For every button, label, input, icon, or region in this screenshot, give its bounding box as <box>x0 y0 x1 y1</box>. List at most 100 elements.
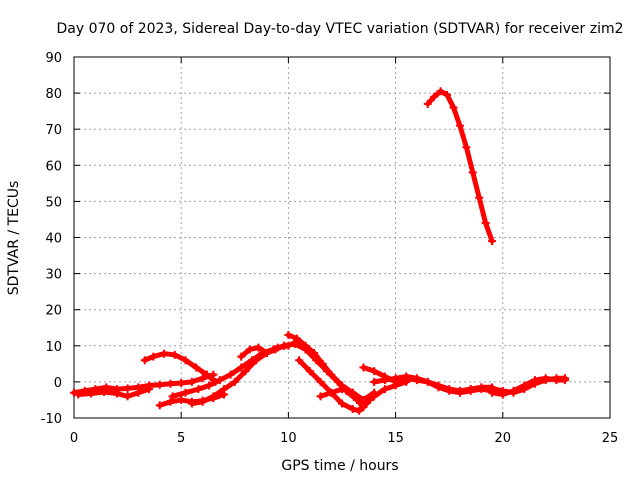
data-point <box>155 380 164 389</box>
data-point <box>166 379 175 388</box>
data-point <box>194 385 203 394</box>
data-point <box>112 389 121 398</box>
data-point <box>254 343 263 352</box>
series-track-early-dip <box>74 385 154 401</box>
data-point <box>87 389 96 398</box>
data-point <box>449 103 458 112</box>
data-point <box>100 388 109 397</box>
grid-lines <box>74 57 610 418</box>
y-tick-label: 70 <box>45 123 62 138</box>
data-point <box>468 168 477 177</box>
data-point <box>530 376 539 385</box>
data-point <box>370 392 379 401</box>
data-point <box>481 219 490 228</box>
data-point <box>380 376 389 385</box>
data-point <box>145 385 154 394</box>
data-point <box>488 388 497 397</box>
series-track-right-2 <box>488 374 569 399</box>
y-axis-ticks: -10 0 10 20 30 40 50 60 70 80 90 <box>41 51 610 427</box>
data-point <box>262 349 271 358</box>
data-point <box>237 352 246 361</box>
data-point <box>177 395 186 404</box>
x-tick-label: 25 <box>602 431 619 446</box>
data-point <box>423 377 432 386</box>
data-point <box>498 390 507 399</box>
y-tick-label: 20 <box>45 304 62 319</box>
data-point <box>123 384 132 393</box>
data-point <box>445 386 454 395</box>
data-point <box>205 381 214 390</box>
data-point <box>455 388 464 397</box>
data-point <box>348 404 357 413</box>
y-axis-label: SDTVAR / TECUs <box>6 181 22 296</box>
data-point <box>327 388 336 397</box>
data-point <box>187 377 196 386</box>
data-point <box>215 376 224 385</box>
data-point <box>226 370 235 379</box>
data-point <box>209 392 218 401</box>
data-point <box>123 392 132 401</box>
data-point <box>443 90 452 99</box>
y-tick-label: 10 <box>45 340 62 355</box>
data-point <box>355 406 364 415</box>
data-point <box>359 395 368 404</box>
data-point <box>74 390 83 399</box>
data-point <box>348 388 357 397</box>
series-track-bump <box>237 341 289 361</box>
data-point <box>177 378 186 387</box>
data-point <box>560 376 569 385</box>
data-point <box>552 376 561 385</box>
x-axis-ticks: 0 5 10 15 20 25 <box>70 57 618 446</box>
data-point <box>198 374 207 383</box>
data-point <box>475 193 484 202</box>
chart-title: Day 070 of 2023, Sidereal Day-to-day VTE… <box>57 21 624 37</box>
y-tick-label: 40 <box>45 232 62 247</box>
data-point <box>290 338 299 347</box>
data-point <box>170 350 179 359</box>
data-point <box>166 397 175 406</box>
data-point <box>155 401 164 410</box>
data-point <box>338 385 346 394</box>
y-tick-label: 90 <box>45 51 62 66</box>
data-point <box>271 345 280 354</box>
data-point <box>391 374 400 383</box>
y-tick-label: 30 <box>45 268 62 283</box>
series-line <box>425 88 495 244</box>
data-point <box>520 381 529 390</box>
data-point <box>380 385 389 394</box>
data-point <box>541 374 550 383</box>
data-point <box>280 341 289 350</box>
data-point <box>168 392 177 401</box>
data-point <box>462 143 471 152</box>
data-point <box>202 370 211 379</box>
data-point <box>430 92 439 101</box>
data-point <box>181 388 190 397</box>
series-track-hump-left <box>140 349 220 386</box>
x-tick-label: 10 <box>280 431 297 446</box>
series-track-high-arc <box>423 87 497 246</box>
data-point <box>149 352 158 361</box>
data-point <box>230 377 239 386</box>
data-point <box>312 356 321 365</box>
data-point <box>509 386 518 395</box>
data-point <box>187 399 196 408</box>
data-point <box>140 356 149 365</box>
x-tick-label: 20 <box>495 431 512 446</box>
x-tick-label: 0 <box>70 431 78 446</box>
x-tick-label: 15 <box>387 431 404 446</box>
data-point <box>338 399 346 408</box>
series-track-shallow <box>316 377 411 404</box>
data-point <box>466 385 475 394</box>
data-point <box>134 388 143 397</box>
series-track-fall-2 <box>295 356 370 415</box>
data-point <box>181 356 190 365</box>
data-point <box>402 372 411 381</box>
x-tick-label: 5 <box>177 431 185 446</box>
x-axis-label: GPS time / hours <box>281 458 398 474</box>
y-tick-label: 0 <box>54 376 62 391</box>
data-point <box>241 367 250 376</box>
data-point <box>455 121 464 130</box>
data-point <box>434 383 443 392</box>
y-tick-label: 80 <box>45 87 62 102</box>
